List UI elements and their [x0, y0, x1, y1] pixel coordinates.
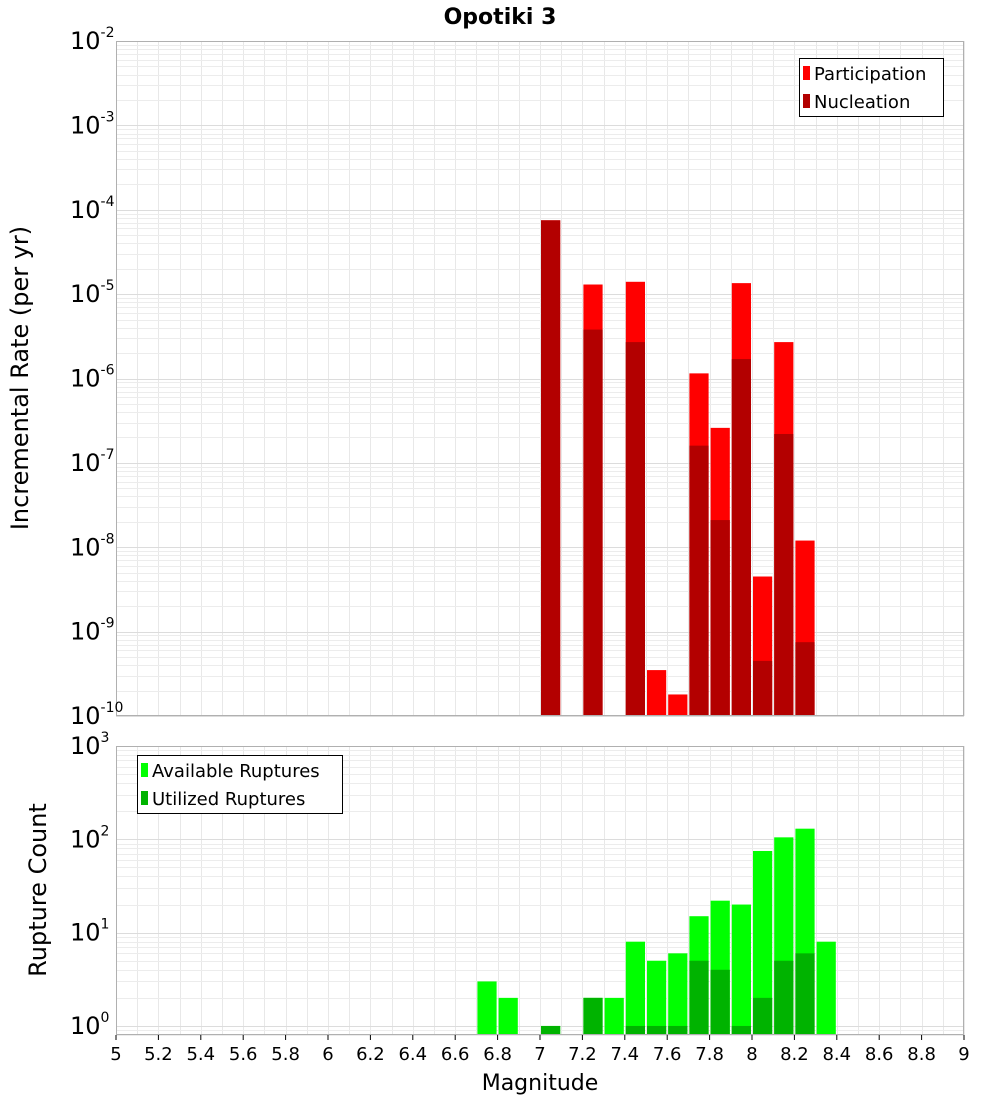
bar	[541, 220, 561, 717]
y-axis-label: Incremental Rate (per yr)	[6, 226, 34, 530]
plot-frame	[116, 41, 964, 716]
y-tick-label: 10-4	[70, 194, 115, 224]
x-tick-label: 5.4	[186, 1044, 215, 1065]
x-tick-label: 6.2	[356, 1044, 385, 1065]
legend-box	[799, 58, 944, 117]
bar	[710, 520, 730, 716]
bar	[774, 960, 794, 1035]
legend-box	[137, 755, 343, 814]
legend-swatch	[141, 791, 148, 805]
bar	[689, 960, 709, 1035]
bar	[668, 694, 688, 716]
y-tick-label: 10-7	[70, 447, 115, 477]
bar	[689, 445, 709, 716]
x-tick-label: 8.8	[907, 1044, 936, 1065]
x-tick-label: 7.6	[653, 1044, 682, 1065]
bar	[625, 941, 645, 1035]
x-tick-label: 6.6	[441, 1044, 470, 1065]
bar	[795, 953, 815, 1035]
bar	[604, 997, 624, 1035]
bar	[583, 997, 603, 1035]
x-tick-label: 7.8	[695, 1044, 724, 1065]
bar	[816, 941, 836, 1035]
grid-lines	[116, 41, 965, 717]
x-tick-label: 5.8	[271, 1044, 300, 1065]
y-tick-label: 101	[70, 917, 109, 947]
bar	[477, 981, 497, 1035]
bar	[795, 642, 815, 716]
bar	[625, 1025, 645, 1035]
x-tick-label: 7.2	[568, 1044, 597, 1065]
bar	[498, 997, 518, 1035]
series-nucleation	[541, 220, 815, 717]
x-tick-label: 6.4	[398, 1044, 427, 1065]
x-tick-label: 8	[746, 1044, 757, 1065]
x-tick-label: 6	[322, 1044, 333, 1065]
plot-frame	[116, 746, 964, 1035]
bar	[583, 329, 603, 716]
x-axis: 5 5.2 5.4 5.6 5.8 6 6.2 6.4 6.6 6.8 7 7.2 7.4 7.6 7.8 8…	[110, 1035, 970, 1065]
x-tick-label: 6.8	[483, 1044, 512, 1065]
bar	[710, 969, 730, 1035]
x-tick-label: 8.2	[780, 1044, 809, 1065]
x-tick-label: 7.4	[610, 1044, 639, 1065]
bar	[625, 342, 645, 716]
bar	[647, 670, 667, 716]
legend-entry: Utilized Ruptures	[152, 789, 305, 810]
y-tick-label: 10-10	[70, 700, 123, 730]
series-utilized-ruptures	[541, 953, 815, 1035]
bar	[668, 1025, 688, 1035]
legend-swatch	[141, 763, 148, 777]
bar	[753, 997, 773, 1035]
legend-entry: Participation	[814, 64, 926, 85]
bar	[731, 1025, 751, 1035]
bar	[753, 660, 773, 716]
y-tick-label: 10-3	[70, 109, 115, 139]
y-tick-label: 10-2	[70, 25, 115, 55]
legend-swatch	[803, 94, 810, 108]
x-tick-label: 5.2	[144, 1044, 173, 1065]
y-tick-labels: 100 101 102 103	[70, 730, 109, 1040]
x-tick-label: 8.4	[822, 1044, 851, 1065]
bar	[647, 1025, 667, 1035]
legend-swatch	[803, 66, 810, 80]
bar	[731, 359, 751, 716]
rate-panel: 10-10 10-9 10-8 10-7 10-6 10-5 10-4 10-3 10-2 Inc…	[6, 25, 965, 730]
y-tick-label: 103	[70, 730, 109, 760]
y-tick-labels: 10-10 10-9 10-8 10-7 10-6 10-5 10-4 10-3 10-2	[70, 25, 123, 730]
bar	[647, 960, 667, 1035]
bar	[774, 433, 794, 716]
y-tick-label: 10-9	[70, 616, 115, 646]
bar	[731, 904, 751, 1035]
y-tick-label: 100	[70, 1010, 109, 1040]
legend: Participation Nucleation	[799, 58, 944, 117]
y-tick-label: 10-6	[70, 363, 115, 393]
legend-entry: Nucleation	[814, 92, 910, 113]
legend-entry: Available Ruptures	[152, 761, 320, 782]
bar	[541, 1025, 561, 1035]
y-tick-label: 102	[70, 823, 109, 853]
x-tick-label: 7	[534, 1044, 545, 1065]
bar	[753, 850, 773, 1035]
chart-title: Opotiki 3	[444, 5, 557, 30]
y-tick-label: 10-8	[70, 531, 115, 561]
x-tick-label: 5	[110, 1044, 121, 1065]
legend: Available Ruptures Utilized Ruptures	[137, 755, 343, 814]
x-tick-label: 5.6	[229, 1044, 258, 1065]
count-panel: 100 101 102 103 Rupture Count Available Ruptu…	[24, 730, 965, 1040]
y-axis-label: Rupture Count	[24, 803, 52, 977]
x-axis-label: Magnitude	[482, 1071, 599, 1096]
bar	[668, 953, 688, 1035]
x-tick-label: 9	[958, 1044, 969, 1065]
x-tick-label: 8.6	[865, 1044, 894, 1065]
y-tick-label: 10-5	[70, 278, 115, 308]
